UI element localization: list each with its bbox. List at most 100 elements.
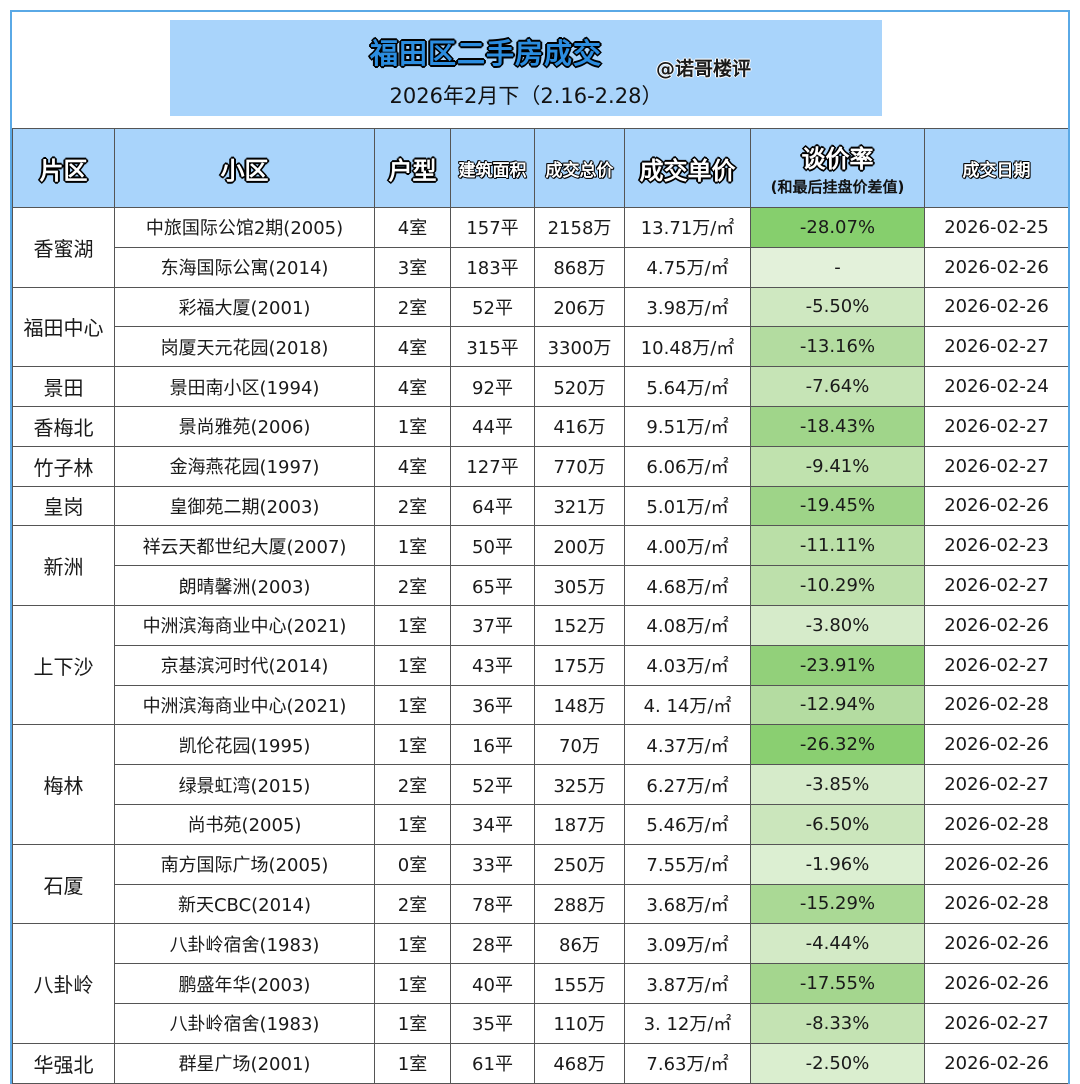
- size-cell: 36平: [450, 684, 535, 726]
- total-price-cell: 110万: [534, 1002, 625, 1044]
- community-cell: 南方国际广场(2005): [114, 843, 375, 885]
- total-price-cell: 468万: [534, 1042, 625, 1084]
- size-cell: 127平: [450, 445, 535, 487]
- deal-date-cell: 2026-02-27: [924, 644, 1068, 686]
- area-cell: 新洲: [12, 525, 115, 606]
- size-cell: 157平: [450, 207, 535, 248]
- size-cell: 52平: [450, 286, 535, 328]
- deal-date-cell: 2026-02-26: [924, 923, 1068, 965]
- area-cell: 皇岗: [12, 485, 115, 527]
- discount-cell: -17.55%: [750, 963, 925, 1004]
- community-cell: 彩福大厦(2001): [114, 286, 375, 328]
- total-price-cell: 152万: [534, 604, 625, 646]
- area-cell: 上下沙: [12, 604, 115, 726]
- unit-price-cell: 6.06万/㎡: [624, 445, 751, 487]
- discount-cell: -5.50%: [750, 286, 925, 328]
- discount-cell: -7.64%: [750, 366, 925, 407]
- table-row: 东海国际公寓(2014) 3室 183平 868万 4.75万/㎡ -2026-02-26: [13, 246, 1068, 288]
- table-row: 香梅北 景尚雅苑(2006) 1室 44平 416万 9.51万/㎡ -18.43% 2026…: [12, 405, 1068, 447]
- unit-price-cell: 4.03万/㎡: [624, 644, 751, 686]
- unit-price-cell: 3.09万/㎡: [624, 923, 751, 965]
- unit-price-cell: 5.46万/㎡: [624, 803, 751, 845]
- unit-price-cell: 5.64万/㎡: [624, 366, 751, 407]
- discount-cell: -26.32%: [750, 724, 925, 766]
- layout-cell: 4室: [374, 207, 451, 248]
- layout-cell: 1室: [374, 525, 451, 567]
- area-cell: 福田中心: [12, 286, 115, 368]
- unit-price-cell: 6.27万/㎡: [624, 764, 751, 805]
- size-cell: 43平: [450, 644, 535, 686]
- community-cell: 凯伦花园(1995): [114, 724, 375, 766]
- table-row: 香蜜湖 中旅国际公馆2期(2005) 4室 157平 2158万 13.71万/㎡ -28.…: [12, 207, 1068, 288]
- table-body: 香蜜湖 中旅国际公馆2期(2005) 4室 157平 2158万 13.71万/㎡ -28.…: [12, 207, 1068, 1084]
- area-cell: 竹子林: [12, 445, 115, 487]
- community-cell: 景田南小区(1994): [114, 366, 375, 407]
- total-price-cell: 770万: [534, 445, 625, 487]
- unit-price-cell: 9.51万/㎡: [624, 405, 751, 447]
- total-price-cell: 86万: [534, 923, 625, 965]
- total-price-cell: 200万: [534, 525, 625, 567]
- size-cell: 315平: [450, 326, 535, 368]
- area-cell: 八卦岭: [12, 923, 115, 1044]
- layout-cell: 1室: [374, 604, 451, 646]
- community-cell: 岗厦天元花园(2018): [114, 326, 375, 368]
- table-row: 皇岗 皇御苑二期(2003) 2室 64平 321万 5.01万/㎡ -19.45% 2026…: [12, 485, 1068, 527]
- layout-cell: 3室: [374, 246, 451, 288]
- size-cell: 64平: [450, 485, 535, 527]
- area-cell: 香梅北: [12, 405, 115, 447]
- community-cell: 群星广场(2001): [114, 1042, 375, 1084]
- total-price-cell: 148万: [534, 684, 625, 726]
- deal-date-cell: 2026-02-27: [924, 1002, 1068, 1044]
- deal-date-cell: 2026-02-26: [924, 246, 1068, 288]
- size-cell: 78平: [450, 883, 535, 925]
- discount-cell: -12.94%: [750, 684, 925, 726]
- deal-date-cell: 2026-02-23: [924, 525, 1068, 567]
- unit-price-cell: 7.55万/㎡: [624, 843, 751, 885]
- unit-price-cell: 4.08万/㎡: [624, 604, 751, 646]
- layout-cell: 0室: [374, 843, 451, 885]
- header-row: 片区 小区 户型 建筑面积 成交总价 成交单价 谈价率 (和最后挂盘价差值) 成…: [12, 128, 1068, 208]
- deal-date-cell: 2026-02-28: [924, 803, 1068, 845]
- total-price-cell: 321万: [534, 485, 625, 527]
- column-header-community: 小区: [114, 128, 375, 208]
- table-row: 中洲滨海商业中心(2021) 1室 36平 148万 4. 14万/㎡ -12.94% 20…: [13, 684, 1068, 726]
- column-header-layout: 户型: [374, 128, 451, 208]
- report-frame: 福田区二手房成交 @诺哥楼评 2026年2月下（2.16-2.28） 片区 小区…: [10, 10, 1070, 1084]
- unit-price-cell: 4. 14万/㎡: [624, 684, 751, 726]
- total-price-cell: 250万: [534, 843, 625, 885]
- layout-cell: 4室: [374, 445, 451, 487]
- deal-date-cell: 2026-02-27: [924, 565, 1068, 606]
- size-cell: 61平: [450, 1042, 535, 1084]
- discount-cell: -: [750, 246, 925, 288]
- size-cell: 92平: [450, 366, 535, 407]
- column-header-discount: 谈价率 (和最后挂盘价差值): [750, 128, 925, 208]
- total-price-cell: 3300万: [534, 326, 625, 368]
- deal-date-cell: 2026-02-26: [924, 963, 1068, 1004]
- layout-cell: 2室: [374, 764, 451, 805]
- size-cell: 35平: [450, 1002, 535, 1044]
- layout-cell: 1室: [374, 1042, 451, 1084]
- layout-cell: 1室: [374, 923, 451, 965]
- unit-price-cell: 13.71万/㎡: [624, 207, 751, 248]
- community-cell: 金海燕花园(1997): [114, 445, 375, 487]
- layout-cell: 1室: [374, 644, 451, 686]
- size-cell: 28平: [450, 923, 535, 965]
- total-price-cell: 70万: [534, 724, 625, 766]
- community-cell: 东海国际公寓(2014): [114, 246, 375, 288]
- column-header-total: 成交总价: [534, 128, 625, 208]
- area-cell: 华强北: [12, 1042, 115, 1084]
- total-price-cell: 155万: [534, 963, 625, 1004]
- deal-date-cell: 2026-02-26: [924, 1042, 1068, 1084]
- area-cell: 石厦: [12, 843, 115, 925]
- discount-cell: -4.44%: [750, 923, 925, 965]
- total-price-cell: 520万: [534, 366, 625, 407]
- author-handle: @诺哥楼评: [656, 58, 752, 80]
- total-price-cell: 416万: [534, 405, 625, 447]
- discount-cell: -3.80%: [750, 604, 925, 646]
- community-cell: 鹏盛年华(2003): [114, 963, 375, 1004]
- unit-price-cell: 7.63万/㎡: [624, 1042, 751, 1084]
- total-price-cell: 175万: [534, 644, 625, 686]
- community-cell: 朗晴馨洲(2003): [114, 565, 375, 606]
- size-cell: 33平: [450, 843, 535, 885]
- unit-price-cell: 3. 12万/㎡: [624, 1002, 751, 1044]
